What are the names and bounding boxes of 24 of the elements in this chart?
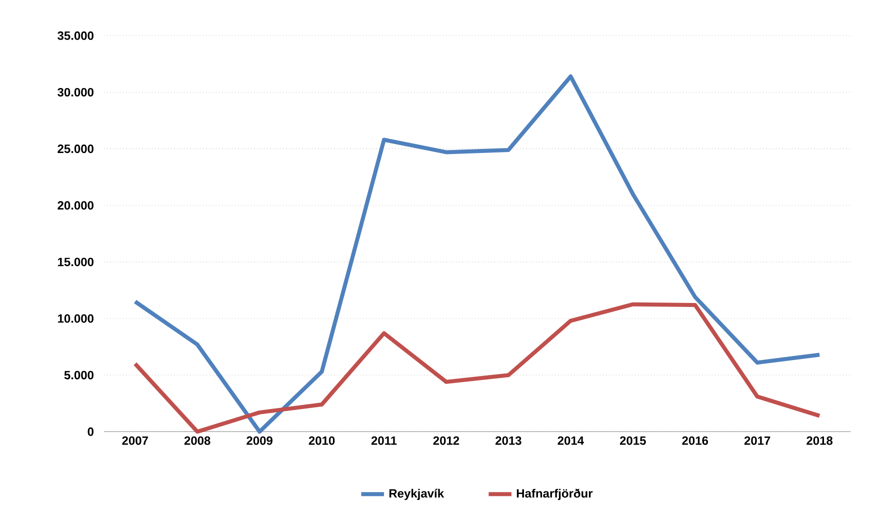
x-tick-label: 2007 (122, 436, 148, 445)
line-series (133, 302, 822, 434)
y-tick-label: 20.000 (58, 201, 94, 210)
y-tick-label: 35.000 (58, 31, 94, 40)
x-tick-label: 2014 (558, 436, 584, 445)
legend-label: Reykjavík (389, 488, 444, 500)
x-tick-label: 2009 (246, 436, 272, 445)
x-tick-label: 2011 (371, 436, 397, 445)
x-tick-label: 2008 (184, 436, 210, 445)
line-series (133, 74, 822, 434)
y-tick-label: 25.000 (58, 144, 94, 154)
x-tick-label: 2012 (433, 436, 460, 445)
y-tick-label: 5.000 (64, 370, 94, 380)
y-tick-label: 10.000 (58, 314, 94, 323)
x-tick-label: 2010 (308, 436, 335, 445)
y-tick-label: 0 (88, 427, 94, 436)
legend-label: Hafnarfjörður (516, 488, 593, 500)
x-tick-label: 2016 (682, 436, 708, 445)
y-tick-label: 30.000 (58, 88, 94, 96)
x-tick-label: 2013 (496, 436, 522, 445)
x-tick-label: 2018 (806, 436, 833, 445)
y-tick-label: 15.000 (58, 258, 94, 266)
x-tick-label: 2015 (620, 436, 646, 445)
x-tick-label: 2017 (744, 436, 770, 445)
